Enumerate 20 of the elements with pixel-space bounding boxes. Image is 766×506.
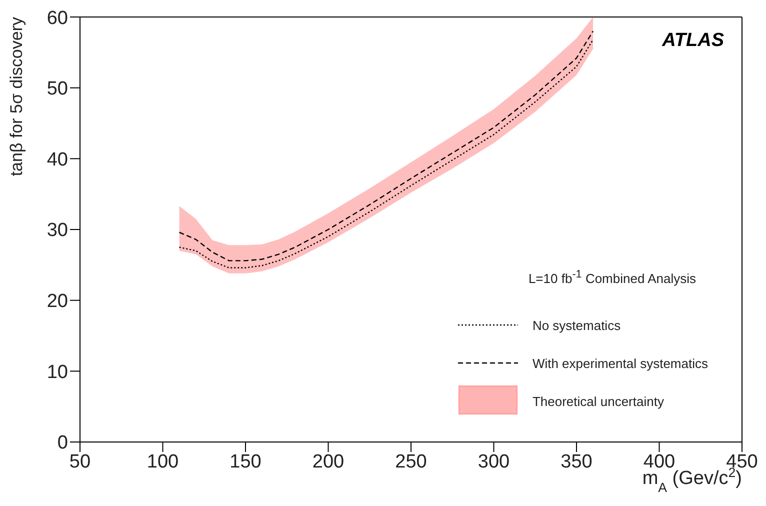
y-tick-label: 40 <box>46 149 68 170</box>
y-tick-label: 10 <box>46 362 68 383</box>
y-tick-label: 0 <box>57 432 68 454</box>
x-tick-label: 300 <box>478 451 510 472</box>
y-tick-label: 30 <box>46 220 68 242</box>
x-tick-label: 100 <box>146 451 179 472</box>
x-tick-label: 50 <box>69 451 91 472</box>
x-tick-label: 250 <box>395 451 427 472</box>
legend-label: No systematics <box>532 318 621 332</box>
annotation: ATLAS <box>662 30 724 51</box>
y-axis-title: tanβ for 5σ discovery <box>7 16 26 176</box>
y-tick-label: 60 <box>46 8 68 29</box>
y-tick-label: 20 <box>46 291 68 312</box>
legend-label: Theoretical uncertainty <box>532 394 664 408</box>
x-tick-label: 150 <box>230 451 262 472</box>
y-tick-label: 50 <box>46 78 68 100</box>
legend-title: L=10 fb$^{-1}$ Combined Analysis <box>528 268 696 286</box>
legend-label: With experimental systematics <box>532 356 708 370</box>
x-tick-label: 200 <box>312 451 344 472</box>
x-tick-label: 350 <box>560 451 592 472</box>
